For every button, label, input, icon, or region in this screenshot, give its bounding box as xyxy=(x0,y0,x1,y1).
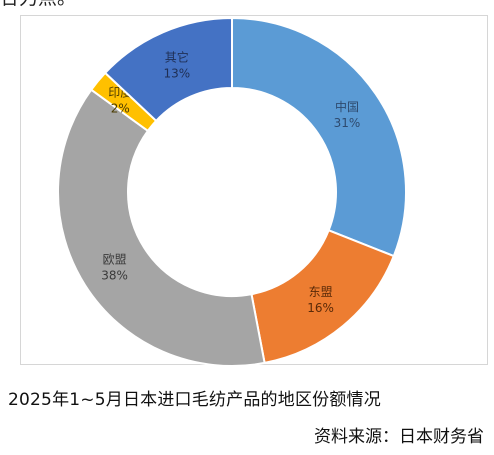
source-note: 资料来源：日本财务省 xyxy=(314,427,484,447)
chart-caption: 2025年1~5月日本进口毛纺产品的地区份额情况 xyxy=(8,390,381,410)
chart-frame xyxy=(20,15,488,365)
top-cut-text: 合力点。 xyxy=(0,0,76,9)
